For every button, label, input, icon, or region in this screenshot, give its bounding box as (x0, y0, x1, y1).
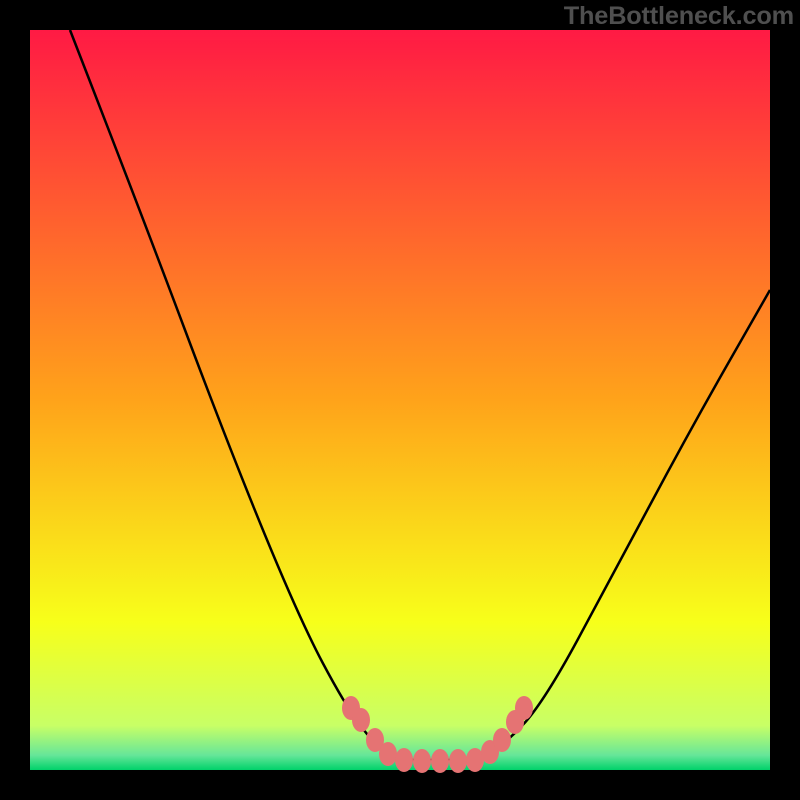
data-marker (449, 749, 467, 773)
data-marker (493, 728, 511, 752)
marker-group (342, 696, 533, 773)
data-marker (413, 749, 431, 773)
bottleneck-curve (0, 0, 800, 800)
data-marker (379, 742, 397, 766)
data-marker (431, 749, 449, 773)
curve-right (480, 290, 770, 760)
curve-left (70, 30, 395, 760)
data-marker (352, 708, 370, 732)
data-marker (515, 696, 533, 720)
data-marker (395, 748, 413, 772)
